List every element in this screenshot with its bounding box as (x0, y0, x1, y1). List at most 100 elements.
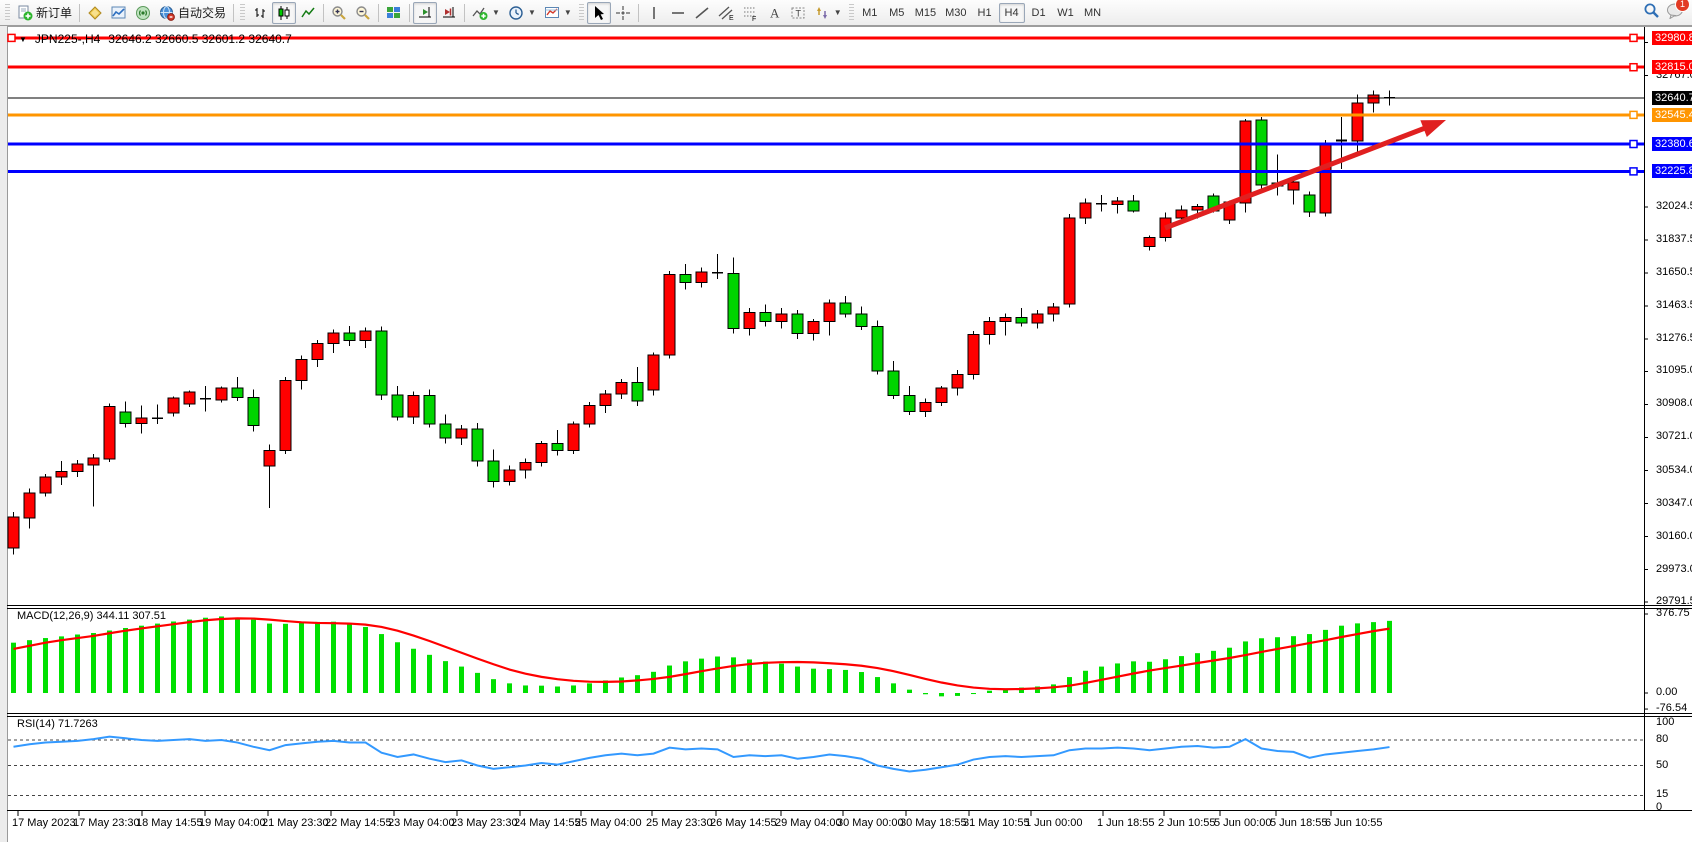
candle-body (423, 395, 436, 425)
timeframe-button-h1[interactable]: H1 (977, 6, 992, 19)
timeframe-button-m5[interactable]: M5 (889, 6, 905, 19)
text-label-button[interactable]: T (786, 2, 810, 24)
candle-body (647, 354, 660, 391)
text-button[interactable]: A (762, 2, 786, 24)
pivot-line-handle[interactable] (1629, 110, 1638, 120)
macd-histogram-bar (475, 672, 480, 693)
symbol-dropdown-icon[interactable]: ▼ (19, 34, 27, 44)
autotrading-button[interactable]: 自动交易 (155, 2, 230, 24)
svg-text:F: F (752, 16, 756, 21)
price-axis[interactable]: 29791.5 29973.0 30160.0 30347.0 30534.0 30721… (1652, 26, 1692, 842)
macd-histogram-bar (795, 666, 800, 693)
arrows-button[interactable]: ▼ (810, 2, 846, 24)
candle-body (887, 370, 900, 397)
trend-arrow-line[interactable] (1164, 124, 1429, 231)
timeframe-button-w1[interactable]: W1 (1057, 6, 1074, 19)
x-axis-label: 29 May 04:00 (775, 817, 842, 829)
timeframe-button-m1[interactable]: M1 (862, 6, 878, 19)
timeframe-button-d1[interactable]: D1 (1031, 6, 1046, 19)
charts-button[interactable] (107, 2, 131, 24)
y-axis-tick: 29791.5 (1656, 594, 1692, 607)
toolbar-grip[interactable] (240, 3, 246, 22)
toolbar-grip[interactable] (848, 3, 854, 22)
chat-button[interactable]: 1 (1666, 0, 1690, 24)
charts-icon (111, 5, 127, 21)
trend-arrow-head[interactable] (1420, 120, 1446, 138)
macd-histogram-bar (443, 661, 448, 693)
time-axis[interactable]: 17 May 2023 17 May 23:30 18 May 14:55 19 Ma… (7, 812, 1692, 834)
fibonacci-button[interactable]: F (738, 2, 762, 24)
indicators-button[interactable]: ▼ (468, 2, 504, 24)
zoom-out-button[interactable] (351, 2, 375, 24)
resistance-line-1-handle[interactable] (1629, 33, 1638, 43)
auto-scroll-button[interactable] (413, 1, 438, 24)
new-order-button[interactable]: 新订单 (13, 2, 76, 24)
resistance-line-2-price-label: 32815.0 (1652, 60, 1692, 75)
y-axis-tick: 30347.0 (1656, 496, 1692, 509)
x-axis-label: 6 Jun 10:55 (1325, 817, 1383, 829)
chart-symbol-period: JPN225-,H4 (34, 32, 101, 46)
candle-body (1367, 94, 1380, 104)
macd-histogram-bar (859, 672, 864, 693)
rsi-axis-tick: 100 (1656, 716, 1675, 728)
macd-histogram-bar (27, 640, 32, 693)
x-axis-label: 1 Jun 00:00 (1025, 817, 1083, 829)
rsi-axis-tick: 0 (1656, 801, 1663, 813)
equidistant-channel-icon: E (718, 5, 734, 21)
chart-title[interactable]: ▼ JPN225-,H4 32646.2 32660.5 32601.2 326… (19, 32, 292, 46)
cursor-button[interactable] (586, 1, 611, 24)
macd-histogram-bar (1387, 620, 1392, 693)
timeframe-button-m15[interactable]: M15 (914, 6, 937, 19)
macd-histogram-bar (219, 616, 224, 693)
horizontal-line-button[interactable] (666, 2, 690, 24)
chat-badge: 1 (1675, 0, 1690, 12)
signals-button[interactable] (131, 2, 155, 24)
zoom-in-button[interactable] (327, 2, 351, 24)
candle-body (71, 463, 84, 473)
vertical-line-button[interactable] (642, 2, 666, 24)
candle-body (263, 449, 276, 467)
timeframe-button-h4[interactable]: H4 (998, 2, 1025, 23)
candlestick-chart-button[interactable] (272, 1, 297, 24)
periods-button[interactable]: ▼ (504, 2, 540, 24)
candle-body (1351, 102, 1364, 142)
candle-body (231, 387, 244, 398)
support-line-2-handle[interactable] (1629, 167, 1638, 176)
toolbar-grip[interactable] (5, 3, 10, 22)
toolbar: 新订单 自动交易 (0, 0, 1692, 26)
macd-histogram-bar (651, 671, 656, 693)
trendline-button[interactable] (690, 2, 714, 24)
macd-histogram-bar (59, 636, 64, 693)
chart-shift-button[interactable] (437, 2, 461, 24)
fibonacci-icon: F (742, 5, 758, 21)
candle-body (1031, 313, 1044, 324)
separator (233, 3, 235, 22)
bar-chart-icon (252, 5, 268, 21)
resistance-line-1-handle[interactable] (7, 33, 16, 43)
bar-chart-button[interactable] (248, 2, 272, 24)
cursor-icon (591, 5, 607, 21)
candle-body (759, 311, 772, 322)
macd-histogram-bar (747, 659, 752, 693)
templates-button[interactable]: ▼ (540, 2, 576, 24)
macd-histogram-bar (987, 690, 992, 693)
macd-histogram-bar (1339, 625, 1344, 693)
tile-windows-button[interactable] (382, 2, 406, 24)
market-watch-button[interactable] (83, 2, 107, 24)
search-icon[interactable] (1643, 2, 1660, 24)
macd-histogram-bar (203, 617, 208, 693)
x-axis-label: 23 May 04:00 (388, 817, 455, 829)
candle-body (695, 271, 708, 283)
macd-histogram-bar (1275, 637, 1280, 693)
toolbar-grip[interactable] (578, 3, 584, 22)
equidistant-channel-button[interactable]: E (714, 2, 738, 24)
resistance-line-2-handle[interactable] (1629, 62, 1638, 72)
crosshair-button[interactable] (611, 2, 635, 24)
timeframe-button-mn[interactable]: MN (1083, 6, 1102, 19)
timeframe-button-m30[interactable]: M30 (945, 6, 967, 19)
macd-histogram-bar (1371, 622, 1376, 693)
candle-body (871, 326, 884, 372)
line-chart-button[interactable] (296, 2, 320, 24)
support-line-1-handle[interactable] (1629, 139, 1638, 149)
